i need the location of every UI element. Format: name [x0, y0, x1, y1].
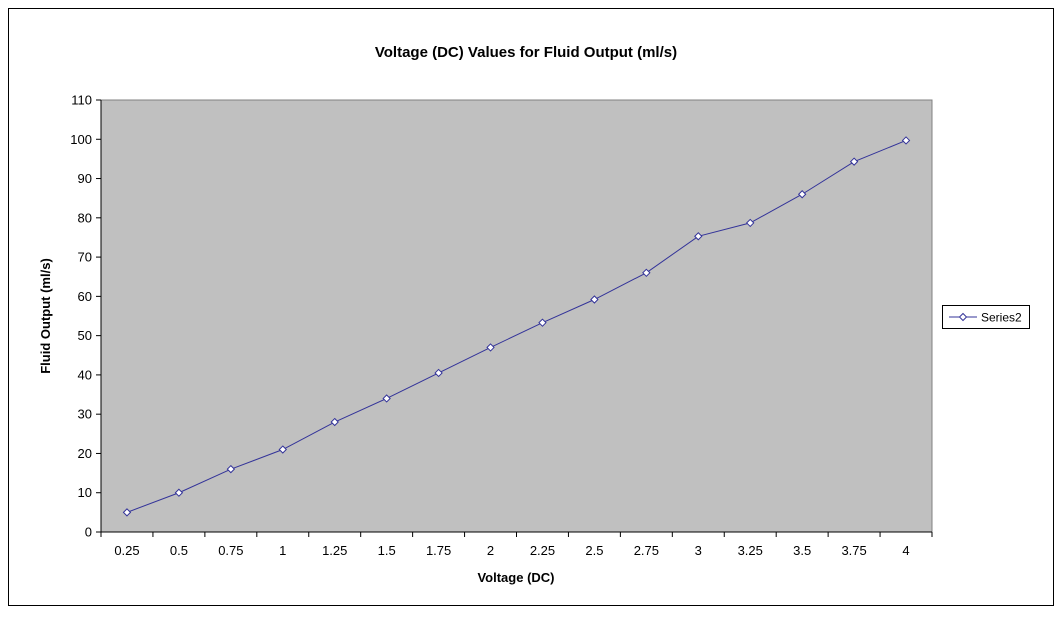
y-tick-label: 70 — [78, 250, 92, 265]
legend: Series2 — [942, 305, 1030, 329]
data-point-marker — [901, 136, 911, 145]
y-axis-ticks: 0 10 20 30 40 50 60 70 80 90 100 110 — [70, 93, 101, 540]
legend-label: Series2 — [981, 311, 1022, 325]
x-tick-label: 1.25 — [322, 543, 347, 558]
data-point-marker — [434, 368, 443, 378]
y-axis-title: Fluid Output (ml/s) — [38, 258, 53, 374]
data-point-marker — [174, 488, 184, 497]
y-tick-label: 20 — [78, 446, 92, 461]
y-tick-label: 0 — [85, 525, 92, 540]
data-point-marker — [642, 268, 651, 278]
x-tick-label: 3.25 — [738, 543, 763, 558]
data-point-marker — [382, 394, 391, 403]
x-tick-label: 1 — [279, 543, 286, 558]
y-tick-label: 90 — [78, 171, 92, 186]
legend-marker-diamond — [958, 312, 968, 322]
data-point-marker — [486, 343, 495, 352]
data-point-marker — [694, 232, 703, 241]
y-tick-label: 80 — [78, 210, 92, 225]
x-tick-label: 3.75 — [841, 543, 866, 558]
plot-area — [100, 99, 933, 533]
x-axis-ticks: 0.25 0.5 0.75 1 1.25 1.5 1.75 2 2.25 2.5 2.75 3 3.25… — [100, 532, 933, 558]
data-point-marker — [278, 445, 287, 454]
data-point-marker — [590, 295, 599, 304]
series-line — [126, 139, 907, 513]
data-point-marker — [538, 318, 547, 327]
y-tick-label: 40 — [78, 367, 92, 382]
x-tick-label: 4 — [902, 543, 909, 558]
series-group — [122, 136, 911, 517]
y-tick-label: 110 — [71, 93, 92, 108]
y-tick-label: 60 — [78, 289, 92, 304]
data-point-marker — [122, 508, 132, 517]
x-tick-label: 2.5 — [585, 543, 603, 558]
x-tick-label: 2.75 — [634, 543, 659, 558]
x-tick-label: 2.25 — [530, 543, 555, 558]
x-tick-label: 3.5 — [793, 543, 811, 558]
data-point-marker — [797, 190, 807, 199]
x-tick-label: 0.25 — [114, 543, 139, 558]
y-tick-label: 50 — [78, 328, 92, 343]
data-point-marker — [226, 464, 236, 474]
x-tick-label: 1.5 — [378, 543, 396, 558]
y-tick-label: 100 — [70, 132, 92, 147]
x-tick-label: 0.75 — [218, 543, 243, 558]
legend-box — [942, 305, 1030, 329]
y-tick-label: 10 — [78, 485, 92, 500]
y-tick-label: 30 — [78, 407, 92, 422]
x-tick-label: 3 — [695, 543, 702, 558]
chart-title: Voltage (DC) Values for Fluid Output (ml… — [375, 44, 677, 61]
data-point-marker — [330, 417, 339, 427]
x-tick-label: 1.75 — [426, 543, 451, 558]
x-tick-label: 2 — [487, 543, 494, 558]
data-point-marker — [746, 218, 755, 228]
x-axis-title: Voltage (DC) — [477, 570, 554, 585]
data-point-marker — [849, 157, 859, 166]
x-tick-label: 0.5 — [170, 543, 188, 558]
